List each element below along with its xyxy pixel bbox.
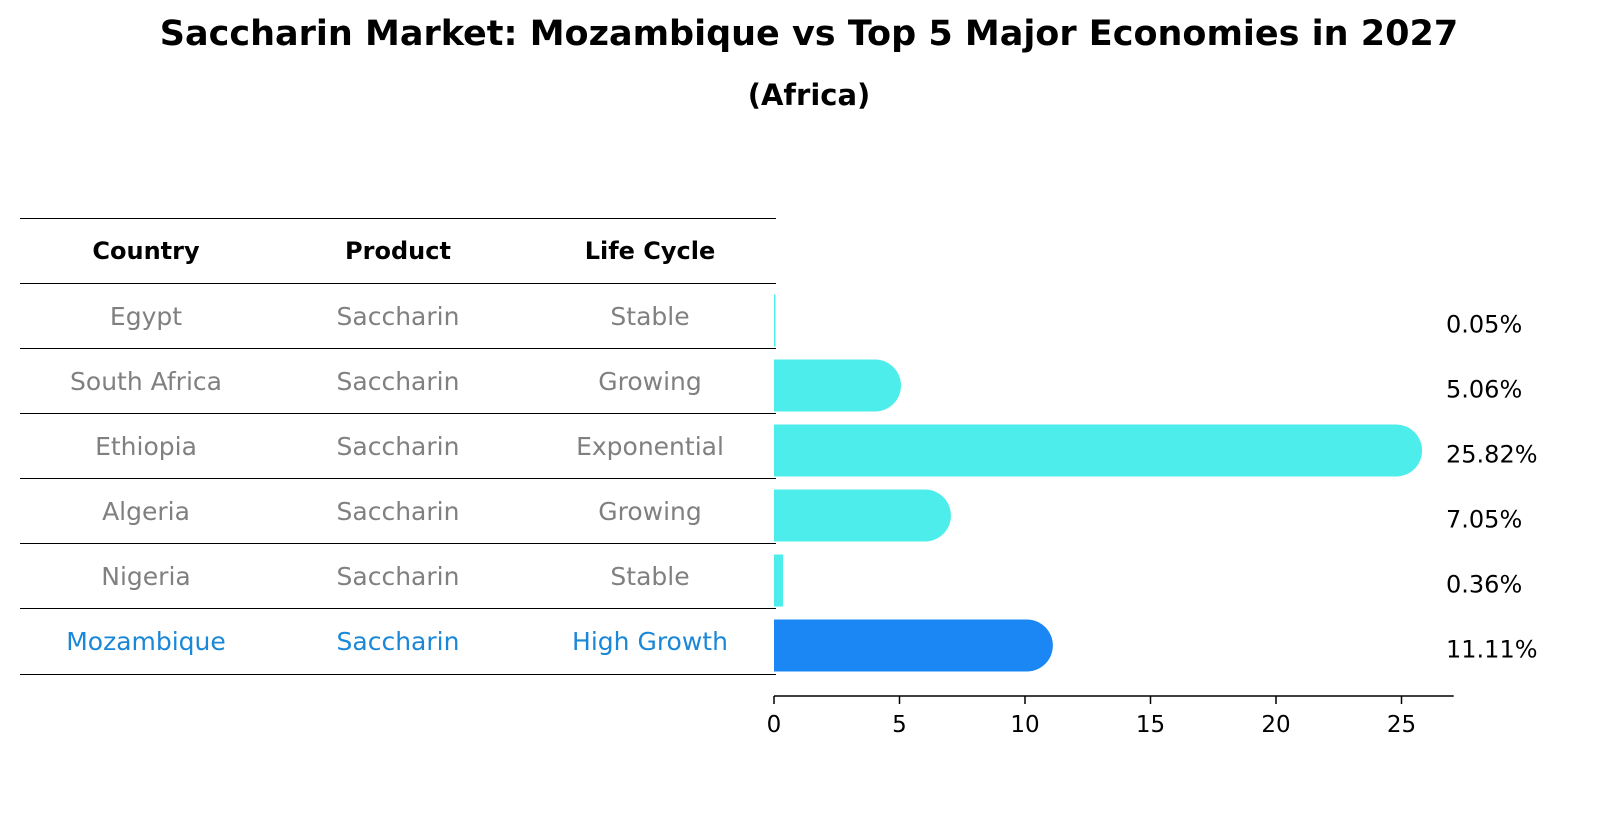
- value-label: 0.05%: [1446, 311, 1522, 339]
- cell-life-cycle: Exponential: [576, 431, 724, 461]
- cell-life-cycle: Stable: [610, 301, 690, 331]
- cell-product: Saccharin: [336, 627, 460, 656]
- cell-country: South Africa: [70, 366, 222, 396]
- header-product: Product: [345, 237, 451, 265]
- cell-country: Ethiopia: [95, 431, 197, 461]
- bar-egypt: [774, 294, 776, 347]
- bar-algeria: [774, 489, 951, 542]
- value-label: 25.82%: [1446, 441, 1538, 469]
- table-row: Egypt Saccharin Stable: [20, 283, 776, 348]
- cell-country: Egypt: [109, 301, 183, 331]
- cell-life-cycle: Growing: [598, 366, 702, 396]
- x-tick-label: 5: [892, 712, 907, 738]
- table-row: Nigeria Saccharin Stable: [20, 543, 776, 608]
- chart-subtitle: (Africa): [747, 78, 871, 112]
- cell-life-cycle: High Growth: [572, 627, 728, 656]
- bar-ethiopia: [774, 424, 1423, 477]
- table-row-highlight: Mozambique Saccharin High Growth: [20, 608, 776, 675]
- table-header-row: Country Product Life Cycle: [20, 218, 776, 283]
- data-table: Country Product Life Cycle Egypt Sacchar…: [20, 218, 776, 675]
- cell-product: Saccharin: [336, 496, 460, 526]
- cell-product: Saccharin: [336, 561, 460, 591]
- value-label: 11.11%: [1446, 636, 1538, 664]
- bar-chart: 0.05% 5.06% 25.82% 7.05% 0.36% 11.11% 0 5 10 15 20…: [767, 294, 1538, 738]
- value-label: 0.36%: [1446, 571, 1522, 599]
- cell-product: Saccharin: [336, 301, 460, 331]
- header-life-cycle: Life Cycle: [584, 237, 716, 265]
- bar-mozambique: [774, 619, 1053, 672]
- table-row: Algeria Saccharin Growing: [20, 478, 776, 543]
- cell-country: Mozambique: [66, 627, 226, 656]
- x-tick-label: 0: [767, 712, 782, 738]
- chart-title: Saccharin Market: Mozambique vs Top 5 Ma…: [159, 14, 1459, 54]
- header-country: Country: [92, 237, 200, 265]
- cell-country: Nigeria: [101, 561, 191, 591]
- x-tick-label: 15: [1136, 712, 1165, 738]
- x-tick-label: 10: [1010, 712, 1039, 738]
- x-tick-label: 25: [1387, 712, 1416, 738]
- cell-country: Algeria: [102, 496, 190, 526]
- value-label: 5.06%: [1446, 376, 1522, 404]
- table-row: Ethiopia Saccharin Exponential: [20, 413, 776, 478]
- x-tick-label: 20: [1261, 712, 1290, 738]
- cell-life-cycle: Stable: [610, 561, 690, 591]
- bar-nigeria: [774, 554, 784, 607]
- value-label: 7.05%: [1446, 506, 1522, 534]
- cell-product: Saccharin: [336, 431, 460, 461]
- cell-product: Saccharin: [336, 366, 460, 396]
- cell-life-cycle: Growing: [598, 496, 702, 526]
- bar-south-africa: [774, 359, 902, 412]
- table-row: South Africa Saccharin Growing: [20, 348, 776, 413]
